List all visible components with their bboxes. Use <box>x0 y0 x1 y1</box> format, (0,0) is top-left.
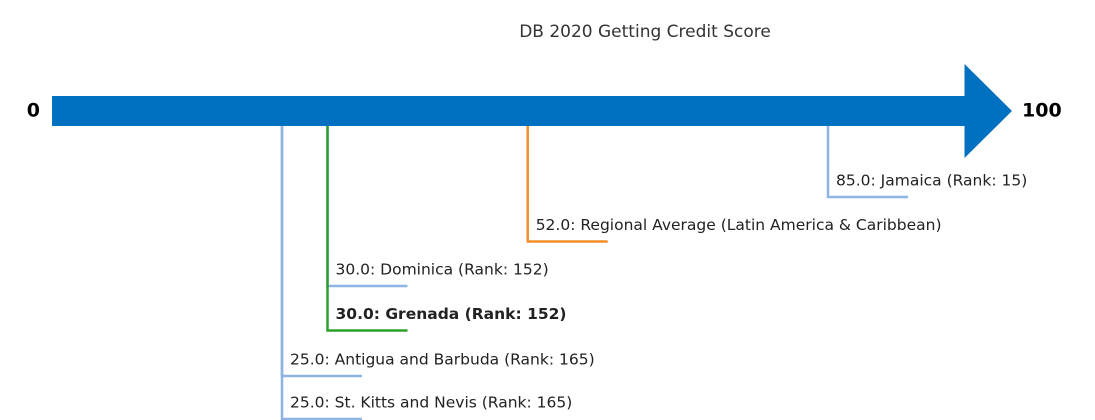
marker-label: 25.0: St. Kitts and Nevis (Rank: 165) <box>290 394 572 412</box>
marker-line <box>826 126 908 199</box>
marker-label: 85.0: Jamaica (Rank: 15) <box>836 172 1027 190</box>
marker-label: 30.0: Grenada (Rank: 152) <box>336 305 567 323</box>
x-tick-label: 100 <box>1022 100 1062 122</box>
marker-line <box>280 126 362 420</box>
marker-line <box>326 126 408 332</box>
x-tick-label: 0 <box>27 100 40 122</box>
marker-line <box>526 126 608 243</box>
marker-label: 52.0: Regional Average (Latin America & … <box>536 216 942 234</box>
scale-arrow <box>52 64 1012 158</box>
marker-label: 30.0: Dominica (Rank: 152) <box>336 261 549 279</box>
chart-title: DB 2020 Getting Credit Score <box>519 22 771 42</box>
marker-label: 25.0: Antigua and Barbuda (Rank: 165) <box>290 351 595 369</box>
marker-line <box>280 126 362 378</box>
